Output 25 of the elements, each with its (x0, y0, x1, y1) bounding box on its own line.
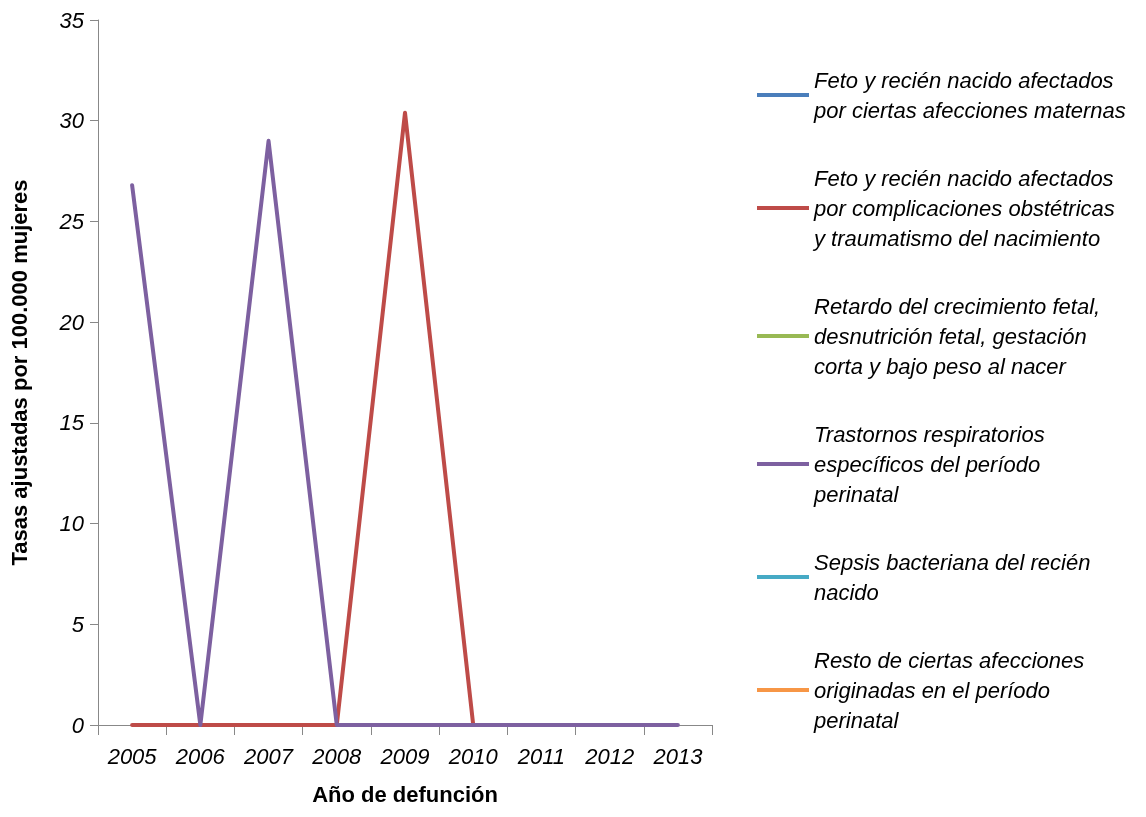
x-tick-label: 2013 (652, 743, 704, 769)
x-tick-label: 2012 (584, 743, 635, 769)
x-tick-label: 2011 (516, 743, 566, 769)
y-tick-label: 10 (59, 511, 85, 537)
x-tick-label: 2005 (106, 743, 158, 769)
x-tick-label: 2010 (447, 743, 499, 769)
y-axis-title: Tasas ajustadas por 100.000 mujeres (6, 179, 32, 566)
legend-label: Feto y recién nacido afectados por ciertas afecciones maternas (813, 67, 1126, 123)
y-tick-label: 30 (59, 108, 85, 134)
y-tick-label: 25 (58, 208, 85, 234)
legend-label: Feto y recién nacido afectados por complicaciones obstétricas y traumatismo del nacimiento (812, 165, 1121, 251)
y-tick-label: 15 (59, 410, 85, 436)
x-tick-label: 2009 (379, 743, 430, 769)
x-tick-label: 2007 (243, 743, 294, 769)
x-tick-label: 2006 (174, 743, 226, 769)
x-axis-title: Año de defunción (312, 781, 498, 807)
x-tick-label: 2008 (311, 743, 363, 769)
y-tick-label: 5 (71, 611, 85, 637)
y-tick-label: 0 (71, 712, 85, 738)
legend-label: Sepsis bacteriana del recién nacido (814, 549, 1097, 605)
legend-label: Trastornos respiratorios específicos del período perinatal (813, 421, 1051, 507)
y-tick-label: 20 (58, 309, 85, 335)
legend-label: Resto de ciertas afecciones originadas en el período perinatal (813, 647, 1091, 733)
y-tick-label: 35 (59, 7, 85, 33)
legend-label: Retardo del crecimiento fetal, desnutrición fetal, gestación corta y bajo peso al nacer (814, 293, 1107, 379)
